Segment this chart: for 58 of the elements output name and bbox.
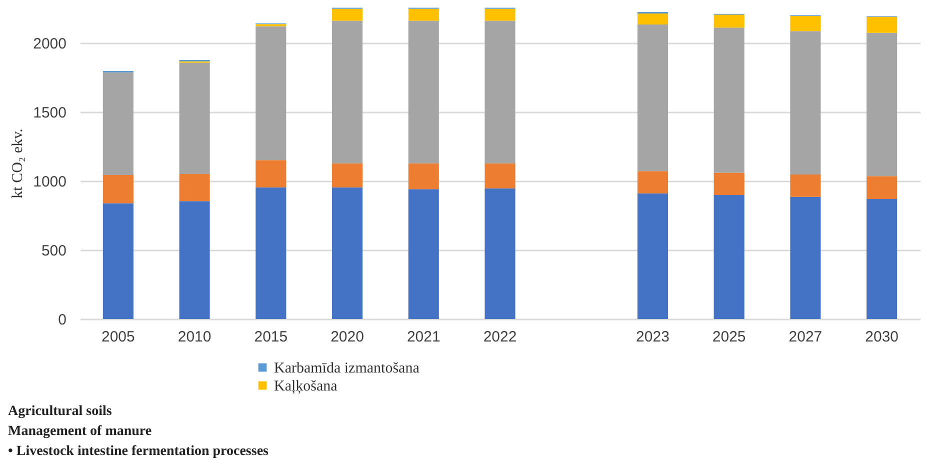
y-tick-label: 500 (41, 242, 66, 260)
bar (714, 14, 744, 28)
bar (714, 172, 744, 196)
y-axis-title: kt CO₂ ekv. (10, 128, 26, 198)
bar (179, 174, 210, 202)
bar (256, 187, 286, 319)
bar (484, 163, 516, 188)
bar (102, 175, 134, 204)
bar (408, 163, 439, 190)
x-tick-label: 2023 (636, 328, 670, 346)
bar (484, 8, 516, 21)
x-tick-label: 2015 (254, 328, 288, 346)
bar (866, 32, 898, 176)
bar (866, 199, 898, 319)
text: Management of manure (8, 423, 153, 441)
x-tick-label: 2005 (101, 328, 135, 346)
bar (484, 20, 516, 164)
bar (637, 13, 668, 25)
bar (332, 20, 363, 164)
text: • Livestock intestine fermentation processes (8, 443, 268, 461)
bar (637, 24, 668, 172)
y-tick-label: 1000 (33, 173, 66, 190)
y-tick-label: 2000 (33, 35, 66, 52)
bar (637, 193, 668, 319)
x-tick-label: 2022 (483, 328, 517, 346)
bar (332, 187, 363, 319)
bar (102, 203, 134, 319)
x-tick-label: 2020 (330, 328, 364, 346)
bar (714, 195, 744, 319)
bar (332, 8, 363, 21)
bar (408, 189, 439, 319)
bar (790, 196, 821, 319)
x-tick-label: 2021 (406, 328, 440, 346)
bar (256, 160, 286, 188)
bar (637, 171, 668, 194)
bar (866, 16, 898, 33)
bar (790, 16, 821, 32)
bar (332, 163, 363, 188)
bar (790, 31, 821, 174)
legend-label: Kaļķošana (274, 378, 338, 394)
bar (866, 176, 898, 200)
y-tick-label: 0 (58, 312, 66, 328)
x-tick-label: 2025 (712, 328, 746, 346)
bar (790, 174, 821, 197)
bar (179, 201, 210, 319)
bar (102, 72, 134, 176)
legend-label: Karbamīda izmantošana (274, 360, 420, 376)
x-tick-label: 2027 (788, 328, 822, 346)
bar (408, 8, 439, 21)
x-tick-label: 2030 (865, 328, 899, 346)
bar (408, 20, 439, 164)
bar (179, 62, 210, 174)
bar (714, 28, 744, 173)
y-tick-label: 1500 (33, 104, 66, 122)
x-tick-label: 2010 (178, 328, 212, 346)
bar (484, 188, 516, 319)
text: Agricultural soils (8, 403, 113, 421)
bar (256, 26, 286, 160)
